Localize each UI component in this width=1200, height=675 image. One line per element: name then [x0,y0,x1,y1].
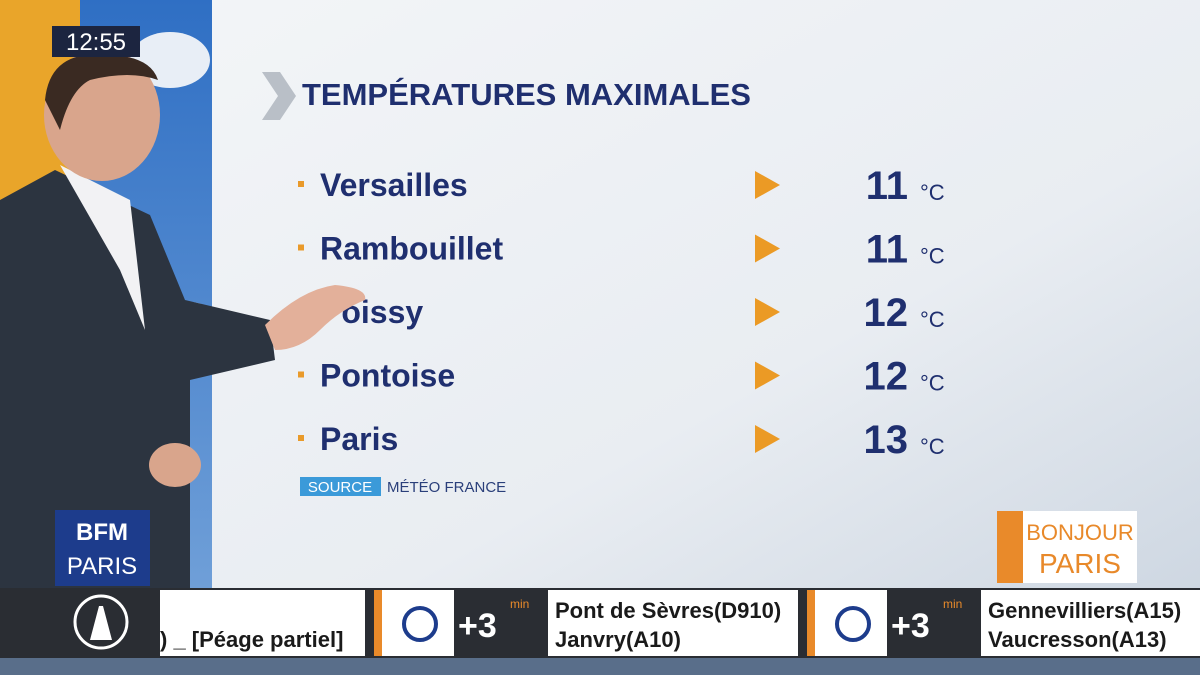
ticker-accent [807,590,815,656]
city: Paris [320,421,398,457]
source-name: MÉTÉO FRANCE [387,479,506,496]
show-top: BONJOUR [1026,520,1134,545]
title: TEMPÉRATURES MAXIMALES [302,77,751,112]
temperature: 13 [864,418,909,462]
unit: °C [920,180,945,205]
timer-icon [835,606,871,642]
road-icon [73,594,129,650]
bullet [298,435,304,441]
clock-box [52,26,140,57]
timer-box [815,590,887,656]
timer-icon [402,606,438,642]
ticker-text: ) _ [Péage partiel] [160,627,343,652]
chevron [262,72,296,120]
arrow [755,425,780,453]
channel-logo [55,510,150,586]
road-icon [90,606,112,640]
bullet [298,244,304,251]
arrow [755,171,780,199]
source-label: SOURCE [308,479,372,496]
logo-top: BFM [76,519,128,546]
ticker-text: Pont de Sèvres(D910) [555,598,781,623]
delay-unit: min [510,597,529,611]
city: Pontoise [320,358,455,394]
clock: 12:55 [66,29,126,56]
ticker-segment [981,590,1200,656]
temperature: 12 [864,291,909,335]
logo-bottom: PARIS [67,553,137,580]
arrow [755,361,780,390]
arrow [755,298,780,326]
unit: °C [920,244,945,269]
city: Versailles [320,167,468,203]
temperature: 11 [866,228,908,272]
ticker-accent [374,590,382,656]
ticker-base [0,658,1200,675]
bullet [298,371,304,378]
arrow [755,234,780,263]
ticker-text: Janvry(A10) [555,627,681,652]
delay: +3 [458,607,497,645]
show-bottom: PARIS [1039,548,1121,579]
timer-box [382,590,454,656]
show-logo-stripe [997,511,1023,583]
unit: °C [920,307,945,332]
ticker-items: +3 min Pont de Sèvres(D910) Janvry(A10) +3 mi… [374,590,1200,656]
ticker-text: Gennevilliers(A15) [988,598,1181,623]
delay: +3 [891,607,930,645]
ticker-text: Vaucresson(A13) [988,627,1167,652]
ticker-segment [160,590,365,656]
temperature: 11 [866,164,908,208]
source-box [300,477,381,496]
city: Rambouillet [320,231,503,267]
temperature: 12 [864,355,909,399]
unit: °C [920,371,945,396]
ticker-segment [548,590,798,656]
delay-unit: min [943,597,962,611]
bullet [298,181,304,187]
unit: °C [920,434,945,459]
